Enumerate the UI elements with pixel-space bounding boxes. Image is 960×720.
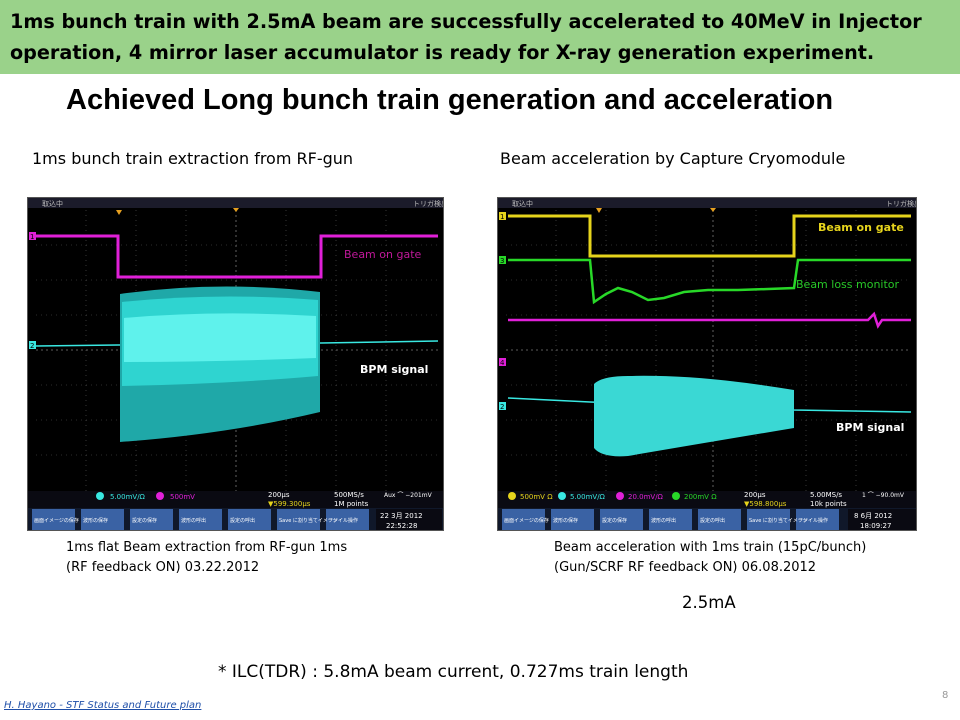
right-timebase: 200μs: [744, 491, 766, 499]
left-caption-line2: (RF feedback ON) 03.22.2012: [66, 560, 260, 575]
author-footer-link[interactable]: H. Hayano - STF Status and Future plan: [4, 700, 202, 711]
left-scope-date: 22 3月 2012: [380, 512, 423, 520]
right-ch4-setting: 200mV Ω: [684, 493, 717, 501]
left-scope-buttons: [32, 509, 369, 530]
right-scope-btn-4: 波形の呼出: [651, 517, 676, 524]
header-banner: 1ms bunch train with 2.5mA beam are succ…: [0, 0, 960, 74]
left-label-bpm-signal: BPM signal: [360, 363, 429, 376]
right-scope-display: 取込中 トリガ検出 1 3 4 2: [498, 198, 917, 530]
left-gate-trace: [36, 234, 438, 279]
left-scope-status-right: トリガ検出: [413, 199, 444, 208]
left-ch2-setting: 5.00mV/Ω: [110, 493, 146, 501]
right-scope-time: 18:09:27: [860, 522, 891, 530]
right-marker-ch3: 3: [500, 257, 504, 265]
left-trigger-info: Aux ⌒ −201mV: [384, 492, 433, 499]
left-trigger-delay: ▼599.300μs: [268, 500, 311, 508]
right-loss-trace: [508, 258, 911, 305]
right-ch2-setting: 5.00mV/Ω: [570, 493, 606, 501]
left-scope-display: 取込中 トリガ検出 1 2 5.00mV/Ω: [28, 198, 444, 530]
right-scope-btn-5: 設定の呼出: [700, 517, 725, 524]
right-label-beam-loss-monitor: Beam loss monitor: [796, 278, 900, 291]
right-scope-date: 8 6月 2012: [854, 512, 892, 520]
right-label-bpm-signal: BPM signal: [836, 421, 905, 434]
banner-text: 1ms bunch train with 2.5mA beam are succ…: [10, 10, 922, 64]
right-scope-status-left: 取込中: [512, 199, 533, 208]
left-scope-status-left: 取込中: [42, 199, 63, 208]
left-label-beam-on-gate: Beam on gate: [344, 248, 422, 261]
left-marker-ch1: 1: [30, 233, 34, 241]
right-scope-btn-2: 波形の保存: [553, 517, 578, 524]
left-scope-btn-6: Save に割り当てイメージ: [279, 517, 338, 524]
right-scope-btn-6: Save に割り当てイメージ: [749, 517, 808, 524]
right-oscilloscope-screenshot: 取込中 トリガ検出 1 3 4 2: [497, 197, 917, 531]
left-sample-rate: 500MS/s: [334, 491, 364, 499]
right-marker-ch4: 4: [500, 359, 505, 367]
right-label-beam-on-gate: Beam on gate: [818, 221, 904, 234]
left-subtitle: 1ms bunch train extraction from RF-gun: [32, 149, 354, 168]
left-scope-btn-7: ファイル操作: [328, 517, 358, 524]
right-scope-btn-3: 設定の保存: [602, 517, 627, 524]
right-bpm-envelope: [594, 375, 794, 457]
right-scope-btn-1: 画面イメージの保存: [504, 517, 549, 524]
right-ch3-setting: 20.0mV/Ω: [628, 493, 664, 501]
left-scope-btn-5: 設定の呼出: [230, 517, 255, 524]
right-ch1-setting: 500mV Ω: [520, 493, 553, 501]
left-scope-btn-3: 設定の保存: [132, 517, 157, 524]
right-caption-line1: Beam acceleration with 1ms train (15pC/b…: [554, 540, 867, 555]
left-record-length: 1M points: [334, 500, 369, 508]
right-scope-grid: [506, 210, 911, 491]
left-scope-time: 22:52:28: [386, 522, 417, 530]
left-scope-btn-1: 画面イメージの保存: [34, 517, 79, 524]
page-number: 8: [942, 690, 949, 701]
right-marker-ch2: 2: [500, 403, 504, 411]
left-scope-btn-4: 波形の呼出: [181, 517, 206, 524]
right-record-length: 10k points: [810, 500, 847, 508]
left-chm-setting: 500mV: [170, 493, 195, 501]
left-timebase: 200μs: [268, 491, 290, 499]
right-subtitle: Beam acceleration by Capture Cryomodule: [500, 149, 846, 168]
left-oscilloscope-screenshot: 取込中 トリガ検出 1 2 5.00mV/Ω: [27, 197, 444, 531]
left-scope-btn-2: 波形の保存: [83, 517, 108, 524]
right-magenta-trace: [508, 311, 911, 329]
right-scope-buttons: [502, 509, 839, 530]
right-trigger-info: 1 ⌒ −90.0mV: [862, 492, 905, 499]
right-scope-status-right: トリガ検出: [886, 199, 917, 208]
right-sample-rate: 5.00MS/s: [810, 491, 842, 499]
left-caption-line1: 1ms flat Beam extraction from RF-gun 1ms: [66, 540, 348, 555]
right-marker-ch1: 1: [500, 213, 504, 221]
right-scope-btn-7: ファイル操作: [798, 517, 828, 524]
slide-title: Achieved Long bunch train generation and…: [66, 84, 834, 116]
beam-current-value: 2.5mA: [682, 593, 736, 612]
ilc-tdr-footnote: * ILC(TDR) : 5.8mA beam current, 0.727ms…: [218, 662, 689, 682]
right-caption-line2: (Gun/SCRF RF feedback ON) 06.08.2012: [554, 560, 817, 575]
left-marker-ch2: 2: [30, 342, 34, 350]
right-gate-trace: [508, 214, 911, 258]
right-trigger-delay: ▼598.800μs: [744, 500, 787, 508]
